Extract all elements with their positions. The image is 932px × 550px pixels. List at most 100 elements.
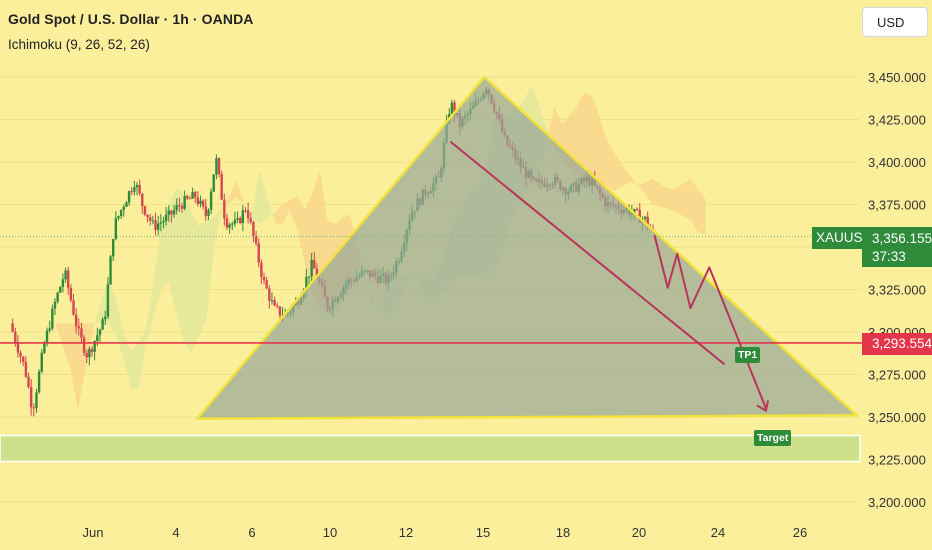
candle-body[interactable] <box>138 184 141 194</box>
candle-body[interactable] <box>77 326 80 329</box>
candle-body[interactable] <box>111 239 115 257</box>
candle-body[interactable] <box>45 330 49 344</box>
candle-body[interactable] <box>122 206 125 210</box>
candle-body[interactable] <box>201 200 205 207</box>
tp1-label[interactable]: TP1 <box>735 347 761 363</box>
currency-button[interactable]: USD <box>862 7 928 37</box>
candle-body[interactable] <box>207 209 210 217</box>
candle-body[interactable] <box>633 208 636 214</box>
candle-body[interactable] <box>98 329 102 336</box>
candle-body[interactable] <box>90 348 94 352</box>
candle-body[interactable] <box>252 222 255 236</box>
candle-body[interactable] <box>24 361 28 377</box>
candle-body[interactable] <box>82 337 86 353</box>
candle-body[interactable] <box>104 316 107 320</box>
candle-body[interactable] <box>236 218 239 220</box>
candle-body[interactable] <box>244 210 247 212</box>
candle-body[interactable] <box>305 276 308 291</box>
target-zone[interactable] <box>0 434 861 463</box>
candle-body[interactable] <box>239 218 242 224</box>
candle-body[interactable] <box>204 206 208 217</box>
candle-body[interactable] <box>270 300 274 302</box>
target-label[interactable]: Target <box>754 430 792 446</box>
candle-body[interactable] <box>183 196 186 209</box>
candle-body[interactable] <box>146 214 149 218</box>
candle-body[interactable] <box>59 286 62 293</box>
candle-body[interactable] <box>453 102 456 116</box>
candle-body[interactable] <box>246 210 250 219</box>
candle-body[interactable] <box>67 270 70 288</box>
candle-body[interactable] <box>175 205 178 211</box>
candle-body[interactable] <box>16 342 20 353</box>
candle-body[interactable] <box>450 102 454 115</box>
candle-body[interactable] <box>125 202 128 207</box>
trend-arrow-line[interactable] <box>449 140 726 366</box>
candle-body[interactable] <box>199 200 202 204</box>
candle-body[interactable] <box>43 343 46 353</box>
candle-body[interactable] <box>56 292 59 302</box>
candle-body[interactable] <box>141 193 144 207</box>
candle-body[interactable] <box>19 352 22 357</box>
candle-body[interactable] <box>257 243 260 263</box>
candle-body[interactable] <box>167 210 170 215</box>
candle-body[interactable] <box>74 314 78 327</box>
candle-body[interactable] <box>164 214 168 221</box>
candle-body[interactable] <box>196 197 200 204</box>
candle-body[interactable] <box>143 206 147 215</box>
candle-body[interactable] <box>643 216 647 219</box>
candle-body[interactable] <box>220 173 223 200</box>
candle-body[interactable] <box>223 199 226 219</box>
candle-body[interactable] <box>93 340 96 352</box>
candle-body[interactable] <box>191 192 194 199</box>
candle-body[interactable] <box>51 308 54 329</box>
candle-body[interactable] <box>162 220 165 223</box>
candle-body[interactable] <box>64 270 67 280</box>
candle-body[interactable] <box>135 184 139 188</box>
candle-body[interactable] <box>88 348 91 358</box>
candle-body[interactable] <box>188 198 192 200</box>
candle-body[interactable] <box>209 191 213 210</box>
candle-body[interactable] <box>172 210 176 215</box>
candle-body[interactable] <box>646 216 649 227</box>
candle-body[interactable] <box>80 328 83 338</box>
candle-body[interactable] <box>233 219 237 224</box>
candle-body[interactable] <box>262 276 266 281</box>
candle-body[interactable] <box>40 352 43 372</box>
projected-path[interactable] <box>653 234 767 409</box>
candle-body[interactable] <box>69 287 73 301</box>
candle-body[interactable] <box>119 209 123 217</box>
candle-body[interactable] <box>11 323 14 332</box>
candle-body[interactable] <box>106 284 110 317</box>
candle-body[interactable] <box>96 335 99 341</box>
candle-body[interactable] <box>638 209 641 223</box>
candle-body[interactable] <box>109 256 112 285</box>
candle-body[interactable] <box>212 174 215 192</box>
indicator-label[interactable]: Ichimoku (9, 26, 52, 26) <box>8 37 150 52</box>
candle-body[interactable] <box>228 224 231 228</box>
candle-body[interactable] <box>61 279 65 287</box>
candle-body[interactable] <box>273 300 276 306</box>
candle-body[interactable] <box>178 205 181 207</box>
candle-body[interactable] <box>14 331 17 343</box>
candle-body[interactable] <box>315 268 319 280</box>
candle-body[interactable] <box>194 192 197 198</box>
candle-body[interactable] <box>635 208 639 210</box>
candle-body[interactable] <box>241 210 245 224</box>
candle-body[interactable] <box>114 218 118 240</box>
candle-body[interactable] <box>217 158 221 174</box>
candle-body[interactable] <box>127 191 131 203</box>
candle-body[interactable] <box>53 301 57 309</box>
candle-body[interactable] <box>101 319 104 330</box>
candle-body[interactable] <box>117 216 120 219</box>
candle-body[interactable] <box>37 371 41 393</box>
candle-body[interactable] <box>260 262 263 277</box>
candle-body[interactable] <box>72 300 75 315</box>
candle-body[interactable] <box>149 217 152 221</box>
candle-body[interactable] <box>186 196 189 199</box>
candle-body[interactable] <box>254 235 258 244</box>
candle-body[interactable] <box>133 187 136 192</box>
candle-body[interactable] <box>29 387 33 408</box>
candle-body[interactable] <box>85 352 88 358</box>
candle-body[interactable] <box>48 328 51 331</box>
